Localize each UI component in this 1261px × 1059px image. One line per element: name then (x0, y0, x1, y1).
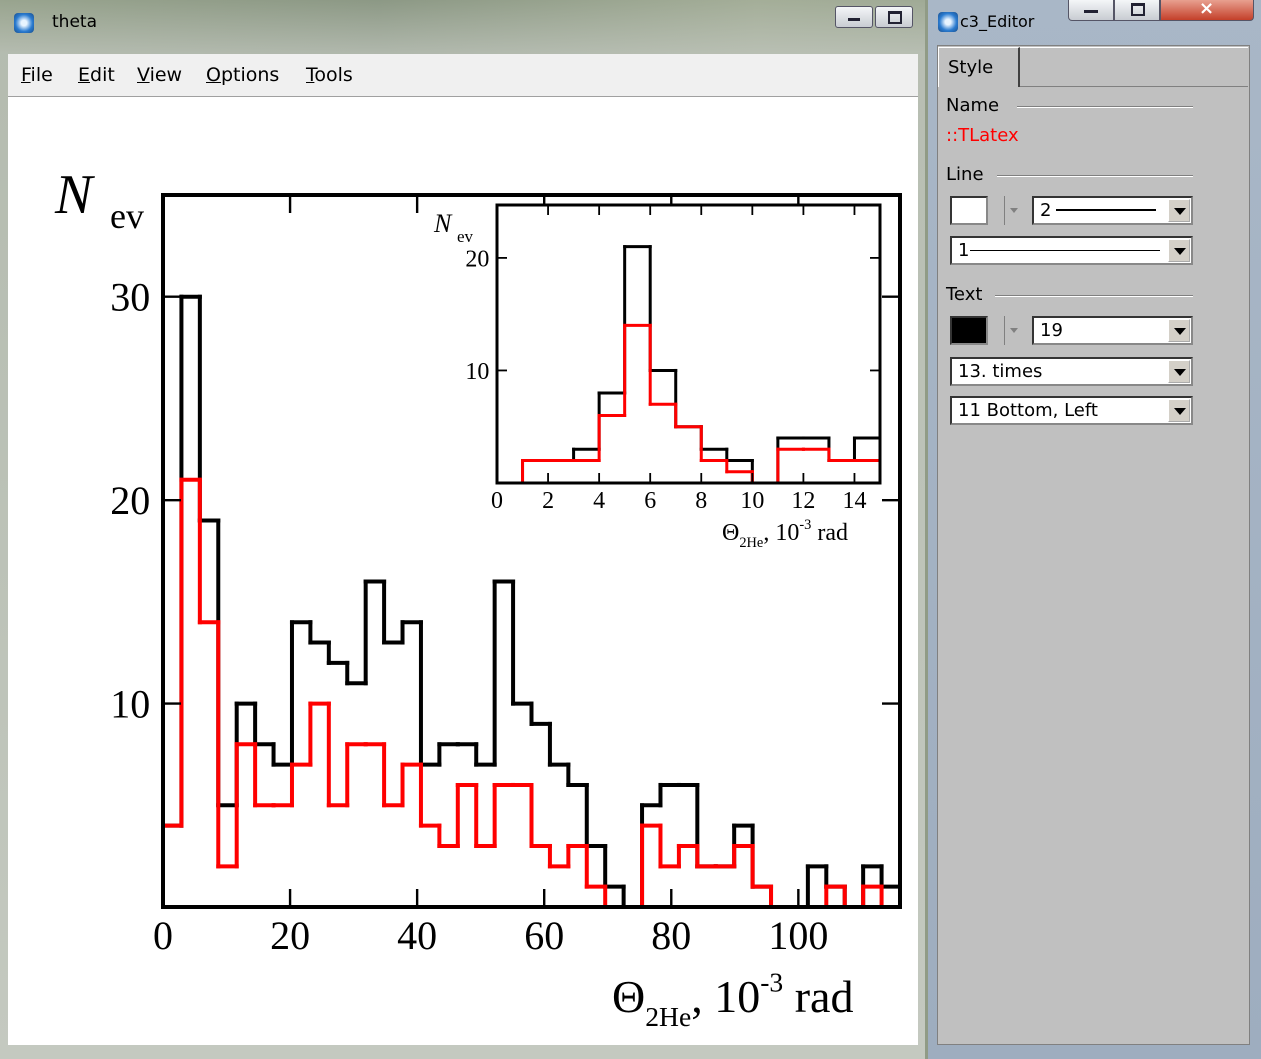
object-name: ::TLatex (946, 125, 1019, 146)
x-tick-label: 4 (593, 488, 605, 514)
y-axis-subscript: ev (110, 196, 144, 236)
x-tick-label: 40 (397, 913, 437, 958)
maximize-button[interactable] (1114, 0, 1160, 21)
line-width-combo[interactable]: 2 (1032, 196, 1193, 225)
x-tick-label: 0 (153, 913, 173, 958)
color-dropdown[interactable] (1004, 196, 1021, 225)
close-glyph: × (1199, 0, 1215, 19)
window-icon (14, 13, 34, 33)
maximize-glyph (1131, 3, 1145, 16)
tab[interactable]: Style (938, 47, 1020, 87)
separator (997, 175, 1193, 177)
menu-item[interactable]: Edit (78, 64, 115, 86)
menu-item[interactable]: Options (206, 64, 280, 86)
x-axis-title: Θ2He, 10-3 rad (612, 966, 853, 1032)
combo-arrow[interactable] (1168, 199, 1190, 222)
inset-background (497, 205, 880, 483)
combo-arrow[interactable] (1168, 319, 1190, 342)
x-axis-superscript: -3 (760, 966, 783, 997)
maximize-button[interactable] (875, 6, 913, 28)
y-tick-label: 20 (465, 246, 489, 272)
menu-item[interactable]: File (21, 64, 53, 86)
x-tick-label: 8 (695, 488, 707, 514)
color-dropdown[interactable] (1004, 316, 1021, 345)
x-axis-symbol: Θ (722, 520, 739, 546)
x-tick-label: 0 (491, 488, 503, 514)
minimize-glyph (1084, 10, 1098, 13)
x-tick-label: 6 (644, 488, 656, 514)
x-axis-subscript: 2He (645, 1001, 691, 1032)
tab-strip (1020, 47, 1248, 87)
combo-value: 19 (1040, 320, 1063, 341)
minimize-button[interactable] (835, 6, 873, 28)
separator (995, 295, 1193, 297)
section-label: Text (946, 284, 983, 305)
line-sample (970, 250, 1160, 251)
section-label: Line (946, 164, 984, 185)
text-size-combo[interactable]: 19 (1032, 316, 1193, 345)
combo-value: 2 (1040, 200, 1052, 221)
window-icon (938, 12, 958, 32)
y-tick-label: 20 (110, 478, 150, 523)
x-tick-label: 100 (768, 913, 828, 958)
x-tick-label: 14 (842, 488, 866, 514)
x-axis-superscript: -3 (799, 517, 811, 533)
y-axis-symbol: N (54, 164, 95, 226)
line-style-combo[interactable]: 1 (950, 236, 1193, 265)
close-button[interactable]: × (1160, 0, 1254, 21)
x-axis-text: , 10 (763, 520, 799, 546)
line-sample (1056, 209, 1156, 211)
combo-arrow[interactable] (1168, 360, 1190, 383)
line-color-swatch[interactable] (950, 196, 988, 225)
combo-arrow[interactable] (1168, 399, 1190, 422)
x-axis-symbol: Θ (612, 971, 645, 1022)
x-axis-unit: rad (817, 520, 848, 546)
x-tick-label: 12 (791, 488, 815, 514)
window-title: c3_Editor (960, 12, 1035, 31)
plot-frame (161, 193, 902, 909)
menu-bar: File Edit View Options Tools (8, 54, 918, 97)
y-axis-subscript: ev (457, 227, 474, 246)
text-align-combo[interactable]: 11 Bottom, Left (950, 396, 1193, 425)
menu-item[interactable]: Tools (306, 64, 353, 86)
combo-value: 1 (958, 240, 970, 261)
minimize-glyph (848, 18, 860, 21)
y-tick-label: 10 (110, 682, 150, 727)
x-tick-label: 2 (542, 488, 554, 514)
x-tick-label: 20 (270, 913, 310, 958)
y-tick-label: 10 (465, 359, 489, 385)
maximize-glyph (888, 11, 902, 24)
combo-value: 11 Bottom, Left (958, 400, 1098, 421)
tab-label: Style (948, 57, 994, 78)
section-label: Name (946, 95, 1000, 116)
separator (1017, 106, 1193, 108)
combo-value: 13. times (958, 361, 1043, 382)
y-axis-symbol: N (433, 209, 453, 238)
plot-frame (495, 203, 882, 485)
minimize-button[interactable] (1068, 0, 1114, 21)
editor-panel (937, 45, 1250, 1045)
x-axis-text: , 10 (691, 971, 760, 1022)
combo-arrow[interactable] (1168, 239, 1190, 262)
x-axis-subscript: 2He (739, 535, 763, 551)
y-tick-label: 30 (110, 275, 150, 320)
x-axis-unit: rad (795, 971, 854, 1022)
text-font-combo[interactable]: 13. times (950, 357, 1193, 386)
window-title: theta (52, 12, 97, 32)
x-tick-label: 10 (740, 488, 764, 514)
menu-item[interactable]: View (137, 64, 183, 86)
x-tick-label: 60 (524, 913, 564, 958)
x-axis-title: Θ2He, 10-3 rad (722, 517, 848, 551)
x-tick-label: 80 (651, 913, 691, 958)
text-color-swatch[interactable] (950, 316, 988, 345)
